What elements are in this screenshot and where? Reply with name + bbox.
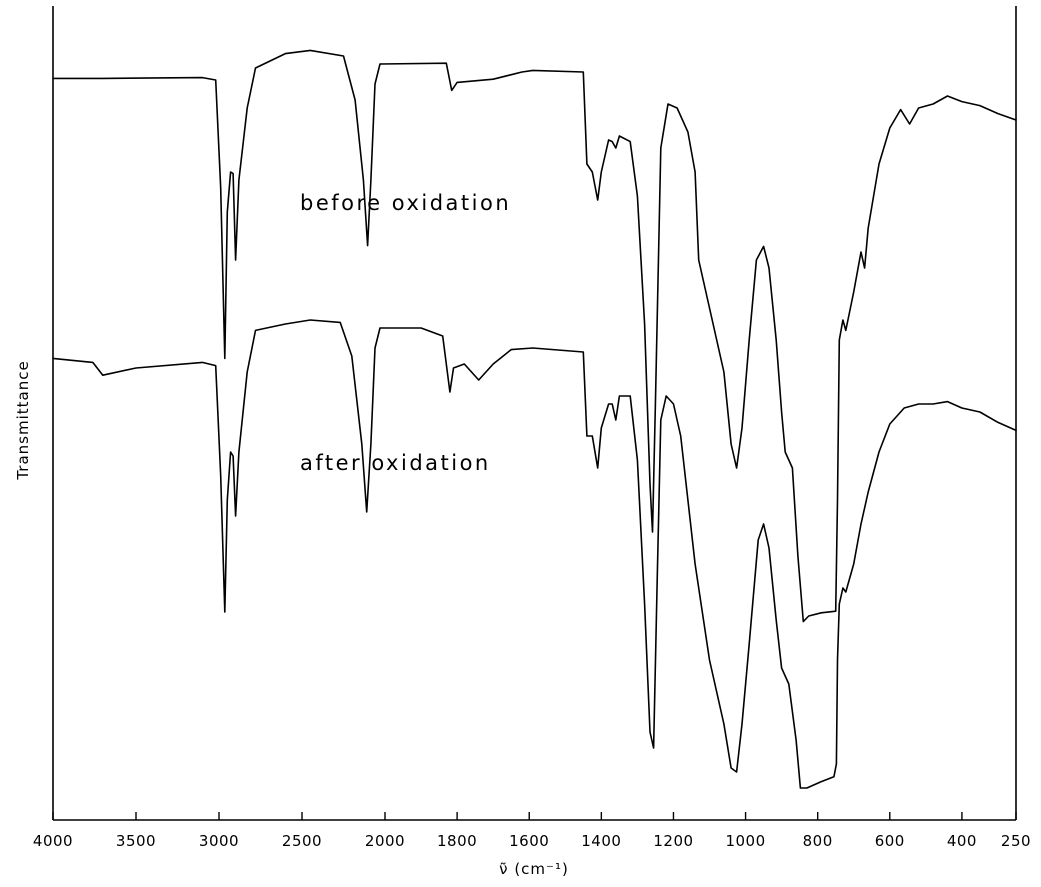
x-tick-label-1800: 1800: [437, 832, 477, 850]
x-tick-label-1400: 1400: [581, 832, 621, 850]
series-line-before-oxidation: [52, 49, 1017, 623]
x-tick-label-3500: 3500: [116, 832, 156, 850]
y-axis-title: Transmittance: [14, 360, 32, 480]
x-tick-label-4000: 4000: [33, 832, 73, 850]
series-layer: [52, 49, 1017, 789]
x-tick-label-1600: 1600: [509, 832, 549, 850]
annotation-after-oxidation: after oxidation: [300, 451, 491, 475]
x-tick-label-600: 600: [875, 832, 905, 850]
series-line-after-oxidation: [52, 319, 1017, 789]
x-tick-label-3000: 3000: [199, 832, 239, 850]
x-tick-label-250: 250: [1001, 832, 1031, 850]
x-tick-label-800: 800: [803, 832, 833, 850]
x-tick-label-2500: 2500: [282, 832, 322, 850]
plot-frame: [52, 6, 1017, 821]
x-tick-label-1200: 1200: [653, 832, 693, 850]
x-tick-label-400: 400: [947, 832, 977, 850]
x-tick-label-2000: 2000: [365, 832, 405, 850]
x-axis-title: ν̃ (cm⁻¹): [499, 860, 569, 878]
annotation-before-oxidation: before oxidation: [300, 191, 511, 215]
x-tick-label-1000: 1000: [725, 832, 765, 850]
x-axis-ticks: 4000 3500 3000 2500 2000 1800 1600 1400 1200 1000…: [33, 812, 1031, 850]
